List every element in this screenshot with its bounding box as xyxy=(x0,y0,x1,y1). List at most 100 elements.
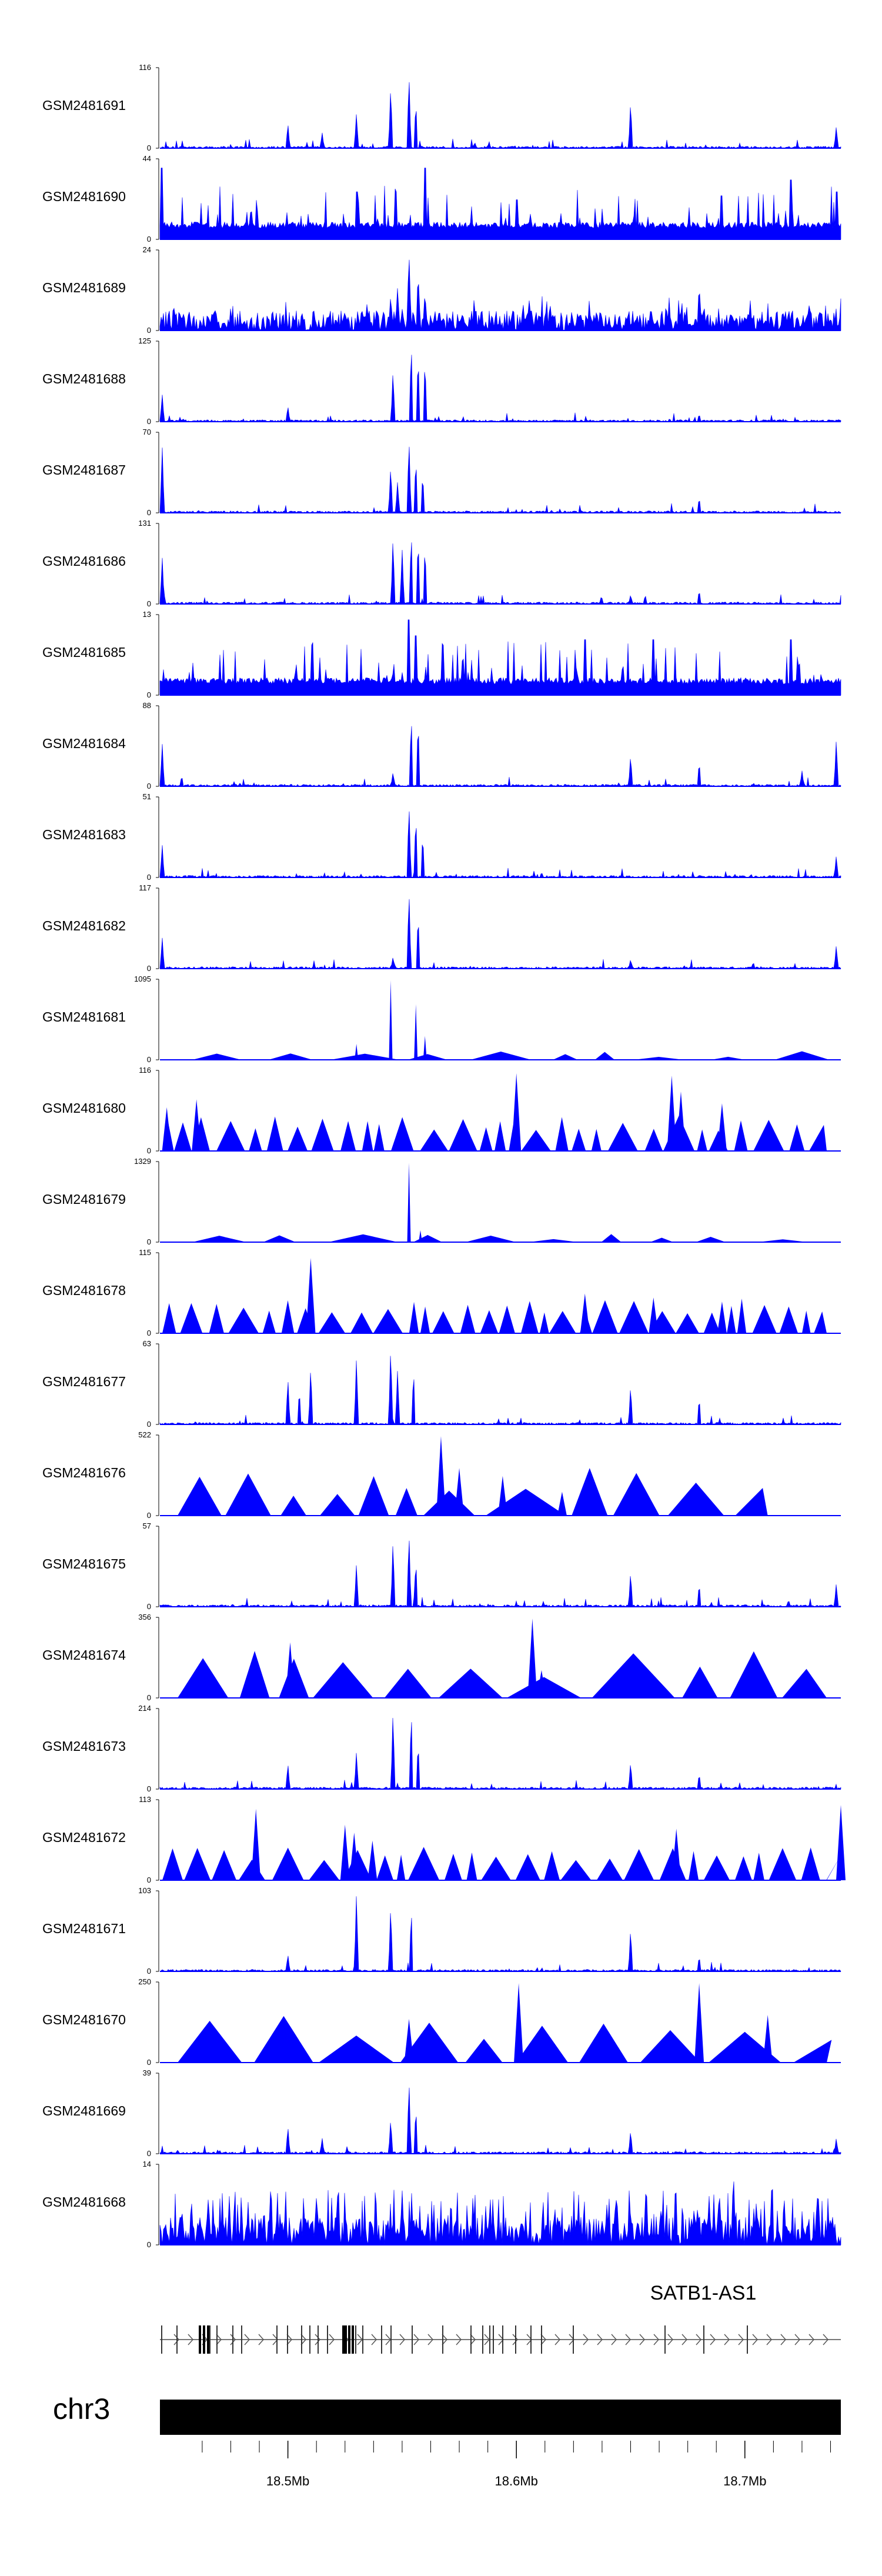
exon xyxy=(381,2325,382,2354)
y-min-label: 0 xyxy=(147,326,151,335)
track-label: GSM2481675 xyxy=(42,1556,126,1571)
signal xyxy=(160,1257,841,1334)
signal-peak xyxy=(549,1311,576,1333)
signal-peak xyxy=(703,1312,720,1333)
signal-peak xyxy=(536,1670,546,1698)
y-min-label: 0 xyxy=(147,1967,151,1976)
signal-peak xyxy=(184,1848,211,1880)
signal-peak xyxy=(306,1257,316,1333)
signal-peak xyxy=(465,2038,503,2063)
axis-tick-label: 18.5Mb xyxy=(266,2474,309,2488)
signal-peak xyxy=(280,1496,306,1516)
signal-peak xyxy=(209,1304,224,1333)
exon xyxy=(664,2325,666,2354)
signal-peak xyxy=(400,2023,459,2063)
signal-area xyxy=(159,1896,841,1972)
track-label: GSM2481687 xyxy=(42,462,126,478)
strand-arrow-icon xyxy=(554,2334,561,2345)
strand-arrow-icon xyxy=(427,2334,434,2345)
y-max-label: 356 xyxy=(138,1613,151,1621)
signal-peak xyxy=(734,1856,752,1880)
signal-peak xyxy=(703,1855,730,1880)
y-min-label: 0 xyxy=(147,599,151,608)
y-max-label: 131 xyxy=(138,519,151,528)
signal-peak xyxy=(288,1126,308,1151)
signal-peak xyxy=(650,1237,673,1242)
signal-peak xyxy=(436,1436,446,1516)
signal-peak xyxy=(737,1299,747,1333)
signal-peak xyxy=(688,1851,699,1880)
y-min-label: 0 xyxy=(147,1876,151,1884)
signal-peak xyxy=(373,1124,385,1151)
signal-peak xyxy=(671,1828,681,1880)
strand-arrow-icon xyxy=(667,2334,674,2345)
signal-peak xyxy=(520,1301,539,1333)
signal-peak xyxy=(734,1120,748,1151)
strand-arrow-icon xyxy=(639,2334,646,2345)
strand-arrow-icon xyxy=(258,2334,265,2345)
gene-track: SATB1-AS1 xyxy=(160,2282,841,2354)
track-label: GSM2481668 xyxy=(42,2194,126,2210)
track-label: GSM2481685 xyxy=(42,645,126,660)
signal-peak xyxy=(311,1119,334,1151)
signal-peak xyxy=(624,1848,654,1880)
track: GSM2481689 24 0 xyxy=(42,245,841,335)
track: GSM2481671 103 0 xyxy=(42,1886,841,1976)
signal-peak xyxy=(192,1236,246,1242)
y-max-label: 24 xyxy=(143,245,151,254)
strand-arrow-icon xyxy=(611,2334,617,2345)
exon xyxy=(502,2325,503,2354)
signal-peak xyxy=(696,1237,726,1242)
strand-arrow-icon xyxy=(780,2334,787,2345)
signal xyxy=(159,446,841,513)
signal-peak xyxy=(318,1312,346,1333)
track: GSM2481691 116 0 xyxy=(42,63,841,152)
exon xyxy=(703,2325,704,2354)
chromosome-track: chr3 18.5Mb 18.6Mb 18.7Mb xyxy=(53,2393,841,2488)
y-max-label: 522 xyxy=(138,1430,151,1439)
signal-peak xyxy=(676,1313,699,1333)
signal xyxy=(159,1540,841,1607)
track: GSM2481677 63 0 xyxy=(42,1339,841,1429)
y-min-label: 0 xyxy=(147,873,151,882)
signal-peak xyxy=(455,1468,465,1516)
signal-peak xyxy=(460,1304,476,1333)
track-label: GSM2481688 xyxy=(42,371,126,386)
signal-peak xyxy=(607,1123,638,1151)
chromosome-label: chr3 xyxy=(53,2393,110,2425)
signal-peak xyxy=(730,1651,778,1698)
signal-area xyxy=(159,168,841,240)
y-max-label: 125 xyxy=(138,336,151,345)
signal-peak xyxy=(539,1312,549,1333)
track-label: GSM2481674 xyxy=(42,1647,126,1663)
strand-arrow-icon xyxy=(794,2334,801,2345)
signal-peak xyxy=(180,1303,203,1333)
y-min-label: 0 xyxy=(147,508,151,517)
signal-peak xyxy=(407,1163,411,1242)
signal-peak xyxy=(212,1850,237,1880)
track-label: GSM2481690 xyxy=(42,189,126,204)
signal-peak xyxy=(340,1824,350,1880)
y-max-label: 214 xyxy=(138,1704,151,1713)
signal-peak xyxy=(225,1473,271,1516)
signal-peak xyxy=(769,1848,797,1880)
signal-area xyxy=(159,2087,841,2154)
signal-peak xyxy=(512,1073,522,1151)
exon xyxy=(573,2325,574,2354)
signal-peak xyxy=(580,1293,590,1333)
signal-peak xyxy=(801,1310,811,1333)
y-min-label: 0 xyxy=(147,417,151,426)
signal xyxy=(160,1073,841,1152)
signal-peak xyxy=(753,1120,784,1151)
exon xyxy=(216,2325,218,2354)
y-min-label: 0 xyxy=(147,235,151,243)
strand-arrow-icon xyxy=(823,2334,829,2345)
exon xyxy=(342,2325,345,2354)
exon xyxy=(345,2325,347,2354)
y-max-label: 250 xyxy=(138,1977,151,1986)
signal-peak xyxy=(594,1052,615,1060)
strand-arrow-icon xyxy=(808,2334,815,2345)
track: GSM2481670 250 0 xyxy=(42,1977,841,2067)
exon xyxy=(207,2325,209,2354)
y-max-label: 1329 xyxy=(134,1157,151,1166)
